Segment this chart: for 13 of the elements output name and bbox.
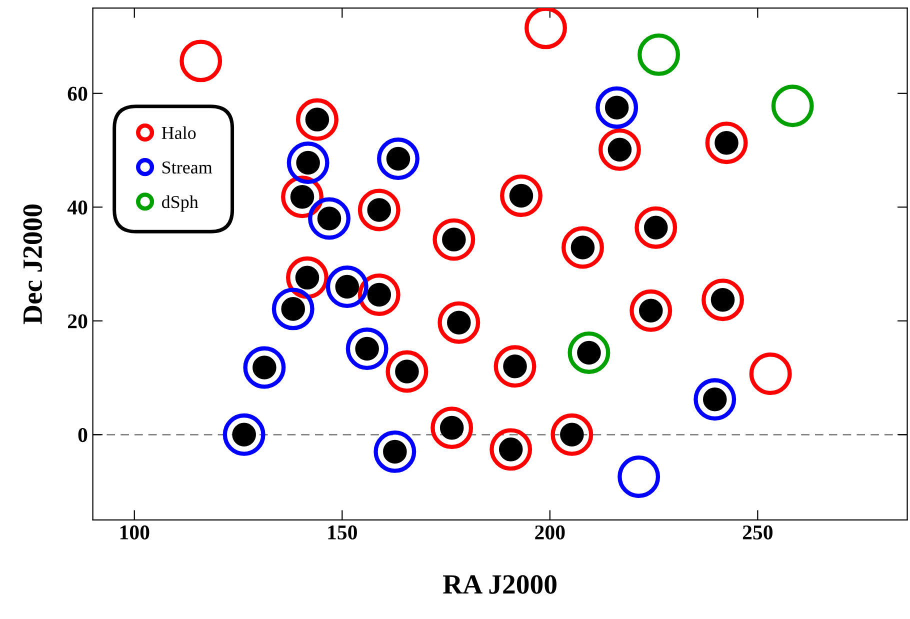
x-tick-label: 250: [742, 525, 773, 540]
x-tick-label: 150: [328, 525, 357, 540]
legend-label: Halo: [162, 126, 196, 140]
x-tick-label: 200: [535, 525, 565, 540]
legend-label: dSph: [162, 195, 198, 212]
x-axis-title: RA J2000: [443, 575, 556, 594]
y-tick-label: 60: [68, 86, 88, 101]
y-tick-label: 20: [68, 314, 88, 328]
x-tick-label: 100: [120, 525, 150, 540]
y-tick-label: 0: [78, 428, 88, 442]
y-tick-label: 40: [67, 200, 88, 215]
y-axis-title: Dec J2000: [23, 204, 42, 324]
legend-label: Stream: [162, 161, 212, 174]
